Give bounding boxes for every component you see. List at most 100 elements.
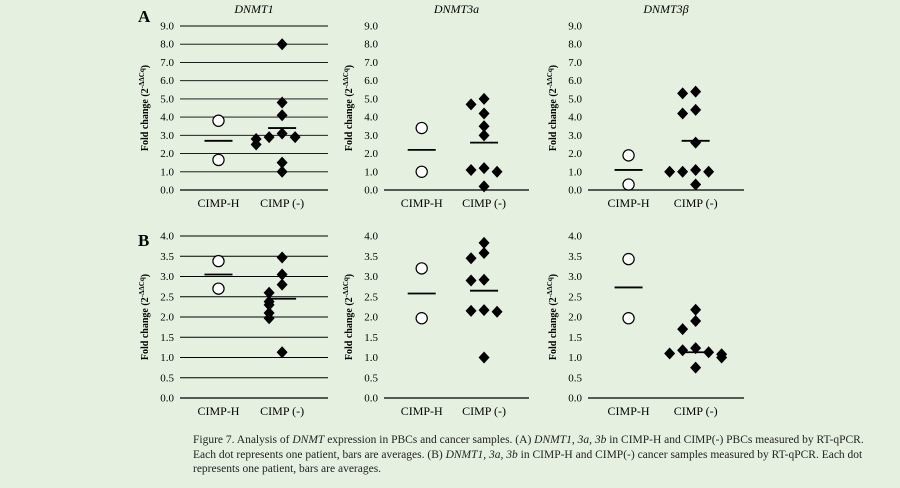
caption-text-2: expression in PBCs and cancer samples. (… <box>324 434 535 446</box>
data-point-diamond <box>276 96 288 109</box>
data-point-diamond <box>478 304 490 317</box>
y-axis-label-close: ) <box>140 274 151 277</box>
data-point-diamond <box>478 162 490 175</box>
y-tick-label: 4.0 <box>568 231 582 243</box>
data-point-diamond <box>491 165 503 178</box>
category-label: CIMP-H <box>197 196 239 210</box>
y-tick-label: 8.0 <box>364 39 378 51</box>
y-axis-label: Fold change (2-ΔΔCq) <box>138 274 151 360</box>
y-tick-label: 3.0 <box>568 130 582 142</box>
y-tick-label: 0.0 <box>160 185 174 197</box>
y-tick-label: 1.5 <box>568 332 582 344</box>
data-point-diamond <box>491 305 503 318</box>
y-tick-label: 3.5 <box>364 251 378 263</box>
category-label: CIMP (-) <box>674 404 718 418</box>
category-label: CIMP-H <box>197 404 239 418</box>
data-point-diamond <box>690 85 702 98</box>
data-point-diamond <box>664 347 676 360</box>
panel-b-1: 0.0 0.5 1.0 1.5 2.0 2.5 3.0 3.5 4.0 Fold change (… <box>138 231 328 418</box>
y-tick-label: 3.0 <box>364 130 378 142</box>
category-label: CIMP (-) <box>260 404 304 418</box>
y-axis-label-main: Fold change (2 <box>548 88 559 151</box>
y-tick-label: 2.0 <box>364 148 378 160</box>
y-tick-label: 7.0 <box>160 57 174 69</box>
y-axis-label-main: Fold change (2 <box>344 88 355 151</box>
panel-title: DNMT3β <box>642 2 688 16</box>
panel-a-3: DNMT3β 0.0 1.0 2.0 3.0 4.0 5.0 6.0 7.0 8.0 9.0 Fold… <box>546 2 744 210</box>
data-point-diamond <box>690 303 702 316</box>
y-tick-label: 0.0 <box>160 393 174 405</box>
y-tick-label: 2.0 <box>364 312 378 324</box>
data-point-diamond <box>690 136 702 149</box>
chart-panels: DNMT1 0.0 1.0 2.0 3.0 4.0 5.0 6.0 7.0 8.0 9.0 Fold … <box>138 2 744 418</box>
y-tick-label: 2.0 <box>568 148 582 160</box>
data-point-diamond <box>276 268 288 281</box>
y-tick-label: 9.0 <box>160 21 174 33</box>
y-axis-label-sup: -ΔΔCq <box>546 277 554 297</box>
y-axis-label-sup: -ΔΔCq <box>546 68 554 88</box>
panel-b-2: 0.0 0.5 1.0 1.5 2.0 2.5 3.0 3.5 4.0 Fold change (… <box>342 231 529 418</box>
data-point-diamond <box>690 315 702 328</box>
data-point-diamond <box>703 165 715 178</box>
y-axis-label-close: ) <box>344 274 355 277</box>
category-label: CIMP (-) <box>260 196 304 210</box>
y-tick-label: 0.0 <box>364 393 378 405</box>
panel-a-1: DNMT1 0.0 1.0 2.0 3.0 4.0 5.0 6.0 7.0 8.0 9.0 Fold … <box>138 2 328 210</box>
y-tick-label: 8.0 <box>568 39 582 51</box>
y-axis-label-main: Fold change (2 <box>548 297 559 360</box>
y-axis-label-sup: -ΔΔCq <box>342 68 350 88</box>
y-axis-label: Fold change (2-ΔΔCq) <box>138 65 151 151</box>
y-axis-label: Fold change (2-ΔΔCq) <box>342 65 355 151</box>
y-tick-label: 4.0 <box>364 112 378 124</box>
data-point-circle <box>415 312 428 325</box>
data-point-diamond <box>478 129 490 142</box>
y-axis-label: Fold change (2-ΔΔCq) <box>546 274 559 360</box>
y-tick-label: 1.0 <box>364 352 378 364</box>
data-point-diamond <box>250 138 262 151</box>
y-axis-label-close: ) <box>548 65 559 68</box>
data-point-diamond <box>263 131 275 144</box>
y-tick-label: 6.0 <box>160 75 174 87</box>
data-point-circle <box>212 153 225 167</box>
panel-title: DNMT1 <box>233 2 273 16</box>
figure-caption: Figure 7. Analysis of DNMT expression in… <box>193 433 883 477</box>
data-point-diamond <box>703 346 715 359</box>
y-tick-label: 4.0 <box>568 112 582 124</box>
y-tick-label: 1.5 <box>364 332 378 344</box>
caption-genes-a: DNMT1, 3a, 3b <box>534 434 607 446</box>
panel-b-3: 0.0 0.5 1.0 1.5 2.0 2.5 3.0 3.5 4.0 Fold change (… <box>546 231 744 418</box>
data-point-circle <box>622 178 635 191</box>
data-point-diamond <box>478 351 490 364</box>
category-label: CIMP-H <box>608 196 650 210</box>
data-point-circle <box>212 282 225 295</box>
caption-genes-b: DNMT1, 3a, 3b <box>445 448 518 461</box>
y-axis-label: Fold change (2-ΔΔCq) <box>546 65 559 151</box>
data-point-diamond <box>677 87 689 100</box>
y-axis-label-main: Fold change (2 <box>140 297 151 360</box>
caption-gene: DNMT <box>292 434 325 446</box>
data-point-diamond <box>276 156 288 169</box>
y-tick-label: 6.0 <box>364 75 378 87</box>
data-point-diamond <box>478 273 490 286</box>
y-tick-label: 2.0 <box>160 148 174 160</box>
y-tick-label: 3.0 <box>160 130 174 142</box>
y-tick-label: 4.0 <box>160 112 174 124</box>
y-tick-label: 6.0 <box>568 75 582 87</box>
y-tick-label: 7.0 <box>568 57 582 69</box>
caption-text-3: in CIMP-H and CIMP(-) PBCs measured by R… <box>193 434 864 461</box>
y-tick-label: 0.5 <box>160 372 174 384</box>
y-tick-label: 4.0 <box>364 231 378 243</box>
data-point-diamond <box>690 361 702 374</box>
data-point-diamond <box>289 131 301 144</box>
data-point-diamond <box>677 165 689 178</box>
y-tick-label: 5.0 <box>568 93 582 105</box>
panel-title: DNMT3a <box>433 2 479 16</box>
data-point-diamond <box>465 252 477 265</box>
data-point-diamond <box>478 92 490 105</box>
data-point-diamond <box>478 120 490 133</box>
y-axis-label-close: ) <box>140 65 151 68</box>
caption-text-4: in CIMP-H and CIMP(-) cancer samples mea… <box>193 448 863 476</box>
y-tick-label: 0.5 <box>568 372 582 384</box>
category-label: CIMP (-) <box>674 196 718 210</box>
